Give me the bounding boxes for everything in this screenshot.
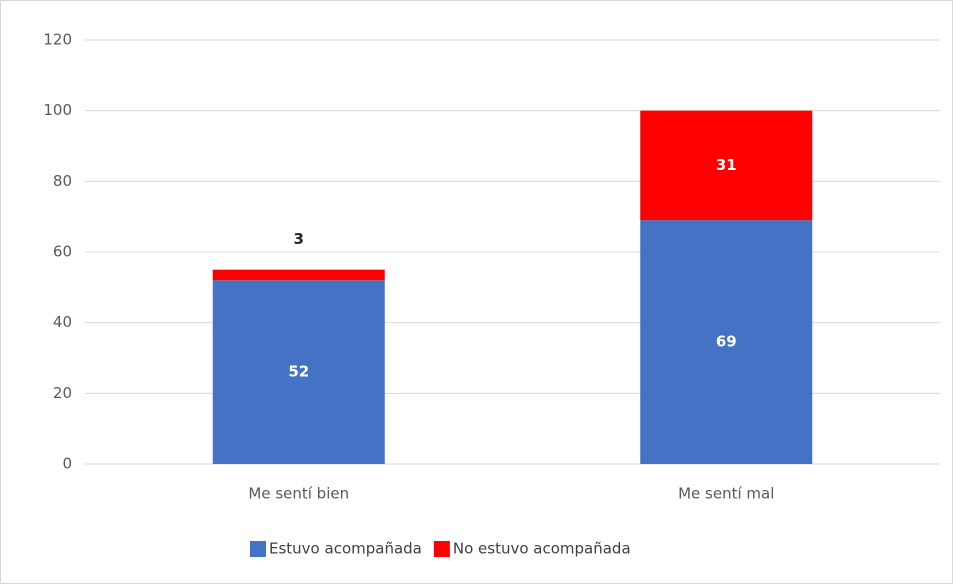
y-tick-label: 40 xyxy=(53,313,72,331)
legend-label: No estuvo acompañada xyxy=(453,540,631,558)
legend-swatch xyxy=(250,541,266,557)
y-tick-label: 0 xyxy=(62,455,72,473)
legend-label: Estuvo acompañada xyxy=(269,540,422,558)
bar-segment xyxy=(212,269,385,281)
data-label: 52 xyxy=(288,363,309,381)
legend-swatch xyxy=(433,541,450,557)
x-tick-label: Me sentí mal xyxy=(678,485,774,503)
x-tick-label: Me sentí bien xyxy=(248,485,349,503)
data-label: 69 xyxy=(716,333,737,351)
data-label: 3 xyxy=(294,230,304,248)
y-tick-label: 120 xyxy=(43,31,72,49)
y-tick-label: 100 xyxy=(43,101,72,119)
y-tick-label: 20 xyxy=(53,384,72,402)
data-label: 31 xyxy=(716,156,737,174)
y-tick-label: 80 xyxy=(53,172,72,190)
bar-segment xyxy=(640,220,813,464)
bar-segment xyxy=(212,280,385,464)
bar-segment xyxy=(640,110,813,221)
y-tick-label: 60 xyxy=(53,243,72,261)
